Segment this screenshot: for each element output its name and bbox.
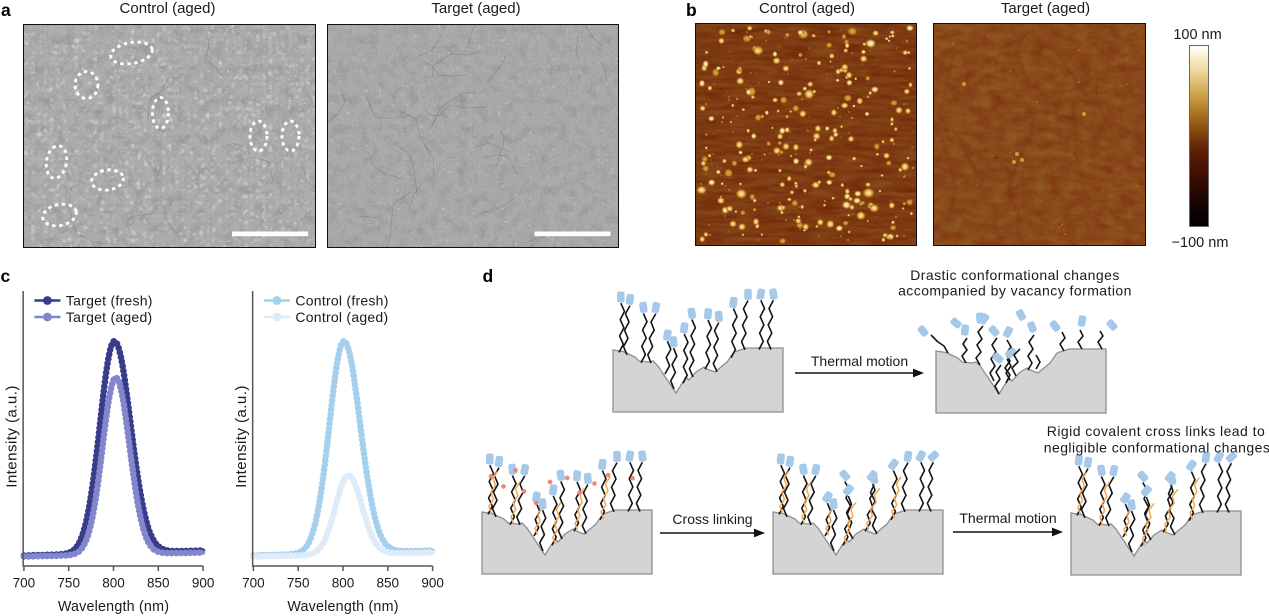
svg-text:Control (aged): Control (aged) xyxy=(295,309,388,325)
svg-text:Rigid covalent cross links lea: Rigid covalent cross links lead to xyxy=(1047,423,1265,439)
svg-text:Drastic conformational changes: Drastic conformational changes xyxy=(910,267,1120,283)
svg-text:Target (aged): Target (aged) xyxy=(66,309,153,325)
svg-text:Wavelength (nm): Wavelength (nm) xyxy=(287,599,398,615)
svg-text:Intensity (a.u.): Intensity (a.u.) xyxy=(3,385,20,488)
svg-text:Thermal motion: Thermal motion xyxy=(811,353,908,369)
svg-text:700: 700 xyxy=(242,576,265,591)
svg-text:800: 800 xyxy=(102,576,125,591)
svg-text:750: 750 xyxy=(287,576,310,591)
svg-text:700: 700 xyxy=(13,576,36,591)
svg-text:Thermal motion: Thermal motion xyxy=(959,510,1056,526)
svg-text:Cross linking: Cross linking xyxy=(672,511,752,527)
svg-text:Intensity (a.u.): Intensity (a.u.) xyxy=(233,385,250,488)
svg-text:Target (fresh): Target (fresh) xyxy=(66,292,153,308)
svg-text:negligible conformational chan: negligible conformational changes xyxy=(1044,440,1269,456)
svg-text:900: 900 xyxy=(192,576,215,591)
svg-text:800: 800 xyxy=(332,576,355,591)
svg-text:accompanied by vacancy formati: accompanied by vacancy formation xyxy=(898,283,1132,299)
svg-text:900: 900 xyxy=(421,576,444,591)
svg-text:850: 850 xyxy=(147,576,170,591)
svg-text:Control (fresh): Control (fresh) xyxy=(295,292,388,308)
svg-text:750: 750 xyxy=(57,576,80,591)
svg-text:Wavelength (nm): Wavelength (nm) xyxy=(58,599,169,615)
svg-text:850: 850 xyxy=(377,576,400,591)
